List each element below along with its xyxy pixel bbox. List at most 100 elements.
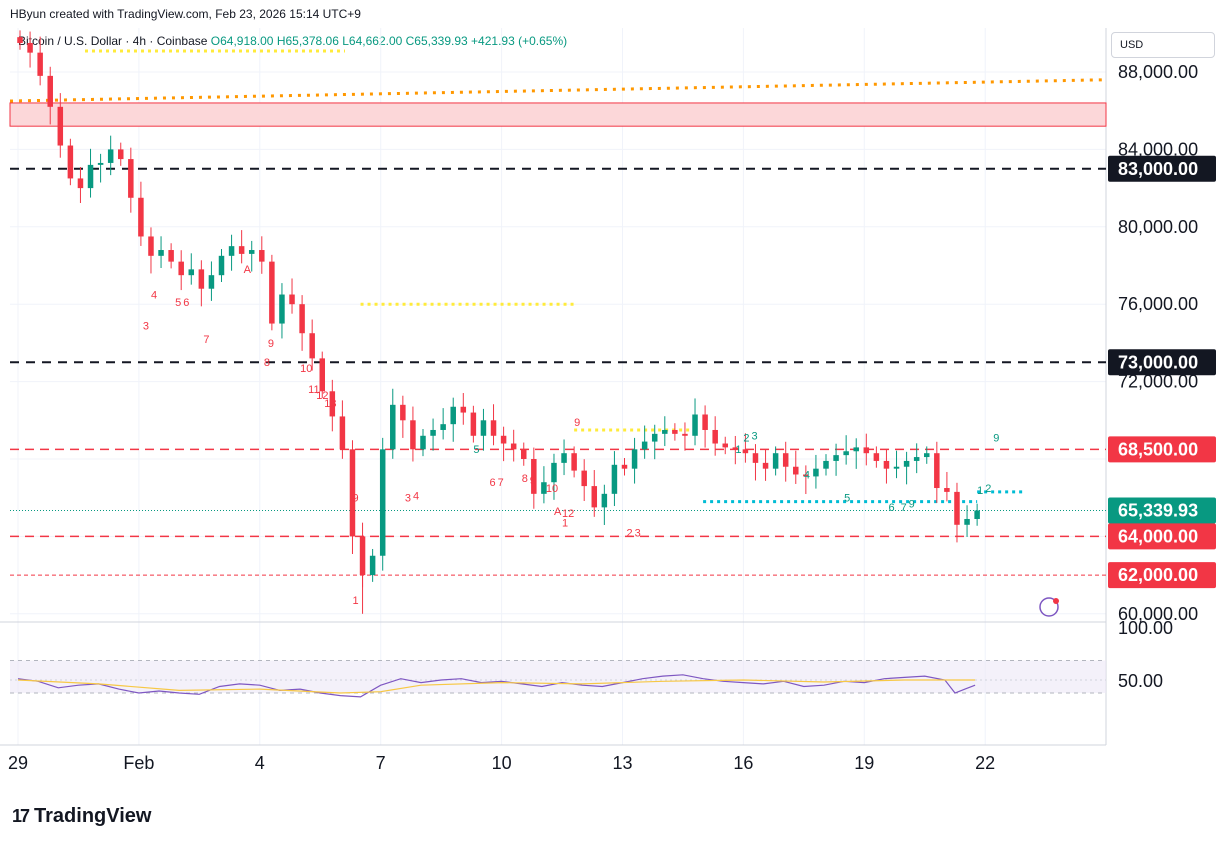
candle-body xyxy=(238,246,245,254)
sequence-marker: 3 xyxy=(405,493,411,505)
candle-body xyxy=(682,433,688,436)
sequence-marker: 1 xyxy=(352,595,358,607)
candle-body xyxy=(782,453,789,467)
candle-body xyxy=(561,453,567,463)
candle-body xyxy=(480,420,487,436)
price-label-box xyxy=(1108,497,1216,524)
sequence-marker: 7 xyxy=(901,502,907,514)
ohlc-open: O64,918.00 xyxy=(210,34,274,48)
candle-body xyxy=(339,416,346,450)
time-tick-label: 16 xyxy=(733,753,754,773)
time-tick-label: 19 xyxy=(854,753,875,773)
candle-body xyxy=(188,269,195,276)
time-tick-label: 4 xyxy=(254,753,265,773)
candle-body xyxy=(379,449,386,556)
candle-body xyxy=(369,555,376,576)
candle-body xyxy=(309,333,315,359)
candle-body xyxy=(601,493,608,508)
candle-body xyxy=(732,447,739,450)
rsi-band xyxy=(10,660,1106,693)
sequence-marker: 1 xyxy=(735,444,741,456)
sequence-marker: 1 xyxy=(977,485,983,497)
sequence-marker: 3 xyxy=(635,527,641,539)
sequence-marker: 5 xyxy=(473,444,479,456)
sequence-marker: 12 xyxy=(316,390,328,402)
price-label-65339.93: 65,339.93 xyxy=(1118,500,1198,520)
candle-body xyxy=(57,106,64,146)
candle-body xyxy=(541,482,547,494)
candle-body xyxy=(641,441,648,450)
time-tick-label: 7 xyxy=(375,753,386,773)
resistance-zone xyxy=(9,102,1107,127)
alert-icon xyxy=(1039,597,1059,617)
candle-body xyxy=(903,460,910,467)
sequence-marker: A xyxy=(554,506,562,518)
sequence-marker: 1 xyxy=(562,518,568,530)
candle-body xyxy=(440,424,446,430)
sequence-marker: 6 xyxy=(490,477,496,489)
rsi-tick-label: 100.00 xyxy=(1118,618,1173,638)
sequence-marker: 8 xyxy=(264,357,270,369)
sequence-marker: A xyxy=(244,264,252,276)
candle-body xyxy=(259,250,265,262)
candle-body xyxy=(521,449,527,459)
price-label-box xyxy=(1108,349,1216,376)
symbol-title[interactable]: Bitcoin / U.S. Dollar · 4h · Coinbase xyxy=(18,34,208,48)
candle-body xyxy=(148,236,154,256)
price-label-83000: 83,000.00 xyxy=(1118,159,1198,179)
candle-body xyxy=(138,197,144,237)
candle-body xyxy=(571,453,577,471)
price-label-box xyxy=(1108,562,1216,589)
price-tick-label: 80,000.00 xyxy=(1118,217,1198,237)
candle-body xyxy=(400,404,406,421)
ohlc-close: C65,339.93 xyxy=(405,34,468,48)
time-tick-label: 22 xyxy=(975,753,996,773)
candle-body xyxy=(299,304,305,334)
price-tick-label: 84,000.00 xyxy=(1118,139,1198,159)
symbol-legend: Bitcoin / U.S. Dollar · 4h · Coinbase O6… xyxy=(18,34,567,48)
candle-body xyxy=(430,429,436,436)
tradingview-logo-icon: 17 xyxy=(12,806,30,826)
candle-body xyxy=(349,449,356,537)
sequence-marker: 5 xyxy=(844,493,850,505)
sequence-marker: 2 xyxy=(627,527,633,539)
currency-button[interactable]: USD xyxy=(1111,32,1215,58)
price-label-box xyxy=(1108,436,1216,463)
sequence-marker: 5 xyxy=(175,297,181,309)
candle-body xyxy=(863,447,870,454)
candle-body xyxy=(702,414,708,430)
candle-body xyxy=(913,457,920,461)
candle-body xyxy=(712,429,718,444)
sequence-marker: 6 xyxy=(888,502,894,514)
price-tick-label: 72,000.00 xyxy=(1118,372,1198,392)
candle-body xyxy=(531,459,537,494)
candle-body xyxy=(611,464,618,494)
candle-body xyxy=(390,404,396,450)
candle-body xyxy=(77,178,84,189)
candle-body xyxy=(319,358,325,392)
sequence-marker: 9 xyxy=(909,498,915,510)
candle-body xyxy=(772,453,779,469)
price-label-68500: 68,500.00 xyxy=(1118,439,1198,459)
candle-body xyxy=(813,468,819,477)
candle-body xyxy=(128,159,134,198)
candle-body xyxy=(228,246,235,256)
candle-body xyxy=(833,455,839,461)
candle-body xyxy=(87,164,94,189)
time-tick-label: 13 xyxy=(612,753,633,773)
candle-body xyxy=(410,420,416,450)
sequence-marker: 7 xyxy=(203,334,209,346)
candle-body xyxy=(269,261,275,324)
candle-body xyxy=(17,37,23,43)
tradingview-wordmark: TradingView xyxy=(34,805,152,827)
time-axis[interactable]: 29 Feb 4 7 10 13 16 19 22 xyxy=(0,745,1106,785)
candle-body xyxy=(329,391,336,417)
sequence-marker: 9 xyxy=(530,475,536,487)
candle-body xyxy=(248,250,255,254)
candle-body xyxy=(27,42,33,53)
candle-body xyxy=(964,518,970,525)
candle-body xyxy=(47,75,53,107)
sequence-marker: 7 xyxy=(498,477,504,489)
candle-body xyxy=(762,462,769,469)
